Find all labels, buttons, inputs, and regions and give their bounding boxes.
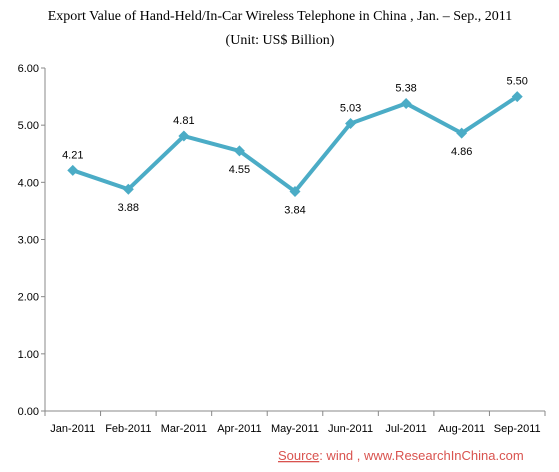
y-tick-label: 4.00 xyxy=(18,177,39,189)
x-tick-label: Sep-2011 xyxy=(494,423,541,435)
data-label: 3.88 xyxy=(118,202,139,214)
x-tick-label: Jul-2011 xyxy=(385,423,426,435)
series-export-value xyxy=(67,91,523,197)
data-label: 5.03 xyxy=(340,102,361,114)
chart-subtitle: (Unit: US$ Billion) xyxy=(226,33,335,48)
y-axis: 0.00 1.00 2.00 3.00 4.00 5.00 6.00 xyxy=(18,63,46,418)
data-label: 3.84 xyxy=(284,204,305,216)
data-point xyxy=(178,130,190,142)
data-label: 4.55 xyxy=(229,164,250,176)
data-point xyxy=(456,127,468,139)
y-tick-label: 6.00 xyxy=(18,63,39,75)
data-label: 5.38 xyxy=(395,82,416,94)
x-tick-label: Mar-2011 xyxy=(161,423,207,435)
y-tick-label: 0.00 xyxy=(18,406,39,418)
data-point xyxy=(67,164,79,176)
data-label: 4.81 xyxy=(173,115,194,127)
data-point xyxy=(345,117,357,129)
x-tick-label: Jun-2011 xyxy=(328,423,373,435)
data-label: 5.50 xyxy=(507,76,528,88)
x-tick-label: Feb-2011 xyxy=(105,423,151,435)
data-point xyxy=(511,91,523,103)
data-label: 4.21 xyxy=(62,149,83,161)
source-text: : wind , www.ResearchInChina.com xyxy=(319,448,523,463)
x-tick-label: Apr-2011 xyxy=(217,423,261,435)
y-tick-label: 5.00 xyxy=(18,120,39,132)
data-label: 4.86 xyxy=(451,146,472,158)
data-point xyxy=(122,183,134,195)
source-label: Source xyxy=(278,448,319,463)
chart-title: Export Value of Hand-Held/In-Car Wireles… xyxy=(48,9,513,24)
data-labels: 4.21 3.88 4.81 4.55 3.84 5.03 5.38 4.86 5.50 xyxy=(62,76,528,217)
x-tick-label: Jan-2011 xyxy=(50,423,95,435)
y-tick-label: 1.00 xyxy=(18,349,39,361)
y-tick-label: 3.00 xyxy=(18,235,39,247)
data-point xyxy=(289,185,301,197)
data-point xyxy=(233,145,245,157)
y-tick-label: 2.00 xyxy=(18,292,39,304)
x-axis: Jan-2011 Feb-2011 Mar-2011 Apr-2011 May-2011… xyxy=(44,410,546,435)
x-tick-label: Aug-2011 xyxy=(438,423,485,435)
source-note: Source: wind , www.ResearchInChina.com xyxy=(278,448,524,463)
series-line xyxy=(70,94,520,194)
x-tick-label: May-2011 xyxy=(271,423,319,435)
data-point xyxy=(400,97,412,109)
